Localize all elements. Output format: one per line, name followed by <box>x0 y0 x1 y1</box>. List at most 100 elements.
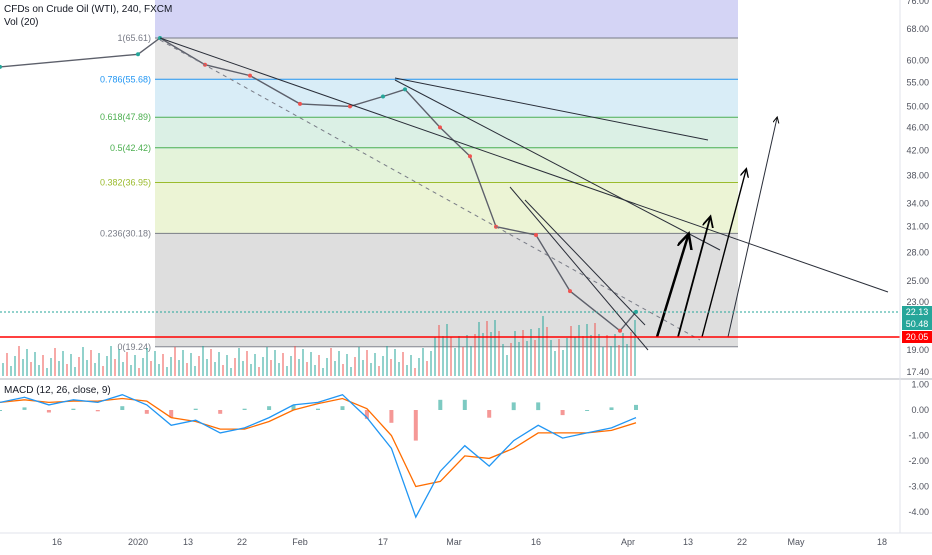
price-axis[interactable]: 76.00 68.00 60.00 55.00 50.00 46.00 42.00 38.00… <box>899 0 929 533</box>
volume-bar <box>90 350 92 376</box>
volume-bar <box>346 354 348 376</box>
volume-bar <box>302 349 304 376</box>
volume-legend[interactable]: Vol (20) <box>4 17 39 28</box>
time-axis[interactable]: 16 2020 13 22 Feb 17 Mar 16 Apr 13 22 May 18 <box>52 537 887 547</box>
volume-bar <box>574 337 576 376</box>
macd-tick-label: 0.00 <box>911 405 929 415</box>
volume-bar <box>294 346 296 376</box>
volume-bar <box>214 362 216 376</box>
volume-bar <box>158 364 160 376</box>
trendline-dashed <box>159 39 701 341</box>
fib-zone-05-0382 <box>155 149 738 183</box>
macd-histogram-bar <box>71 408 76 410</box>
volume-bar <box>266 347 268 376</box>
volume-bar <box>582 336 584 376</box>
time-tick-label: 16 <box>52 537 62 547</box>
price-series[interactable] <box>0 36 638 333</box>
volume-bar <box>334 361 336 376</box>
volume-bar <box>330 348 332 376</box>
volume-bar <box>258 367 260 376</box>
volume-bar <box>442 336 444 376</box>
volume-bar <box>414 368 416 376</box>
volume-bar <box>314 365 316 376</box>
volume-bar <box>246 351 248 376</box>
price-badge <box>902 318 932 330</box>
volume-bar <box>170 357 172 376</box>
volume-bar <box>2 363 4 376</box>
volume-bar <box>242 361 244 376</box>
volume-bar <box>546 327 548 376</box>
price-badge-label: 22.13 <box>906 307 929 317</box>
projection-arrows[interactable] <box>655 118 777 338</box>
trendline-drawings[interactable] <box>159 37 889 351</box>
volume-bar <box>386 346 388 376</box>
volume-bar <box>262 357 264 376</box>
volume-bar <box>382 356 384 376</box>
volume-bar <box>10 366 12 376</box>
volume-bar <box>150 361 152 376</box>
volume-bar <box>134 355 136 376</box>
volume-bar <box>54 348 56 376</box>
trendline-long-down <box>159 37 889 293</box>
volume-bar <box>534 340 536 376</box>
time-tick-label: 13 <box>183 537 193 547</box>
volume-bar <box>394 349 396 376</box>
macd-line <box>0 393 637 519</box>
time-tick-label: 22 <box>237 537 247 547</box>
volume-bar <box>578 325 580 376</box>
macd-histogram-bar <box>169 410 174 418</box>
macd-tick-label: -1.00 <box>908 431 929 441</box>
symbol-legend[interactable]: CFDs on Crude Oil (WTI), 240, FXCM <box>4 4 173 15</box>
volume-bar <box>70 354 72 376</box>
fib-level-label: 0.618(47.89) <box>100 112 151 122</box>
macd-histogram-bar <box>609 407 614 410</box>
price-point <box>403 87 407 92</box>
volume-bar <box>82 347 84 376</box>
volume-bar <box>590 335 592 376</box>
fib-level-label: 0.236(30.18) <box>100 228 151 238</box>
volume-bar <box>366 350 368 376</box>
volume-bar <box>218 352 220 376</box>
volume-bar <box>230 368 232 376</box>
macd-histogram-bar <box>585 410 590 411</box>
price-point <box>618 328 622 333</box>
macd-histogram-bar <box>462 399 467 410</box>
volume-bar <box>326 358 328 376</box>
volume-bar <box>146 348 148 376</box>
macd-legend[interactable]: MACD (12, 26, close, 9) <box>4 385 111 396</box>
fibonacci-retracement[interactable] <box>155 0 738 346</box>
volume-bar <box>562 350 564 376</box>
time-tick-label: 17 <box>378 537 388 547</box>
macd-tick-label: 1.00 <box>911 380 929 390</box>
macd-tick-label: -2.00 <box>908 456 929 466</box>
price-point <box>298 101 302 106</box>
volume-bar <box>342 364 344 376</box>
volume-bar <box>94 363 96 376</box>
price-point <box>438 125 442 130</box>
trendline-wedge-lower <box>524 199 646 326</box>
volume-bar <box>438 325 440 376</box>
price-tick-label: 38.00 <box>906 171 929 181</box>
macd-indicator[interactable] <box>0 393 638 519</box>
volume-bar <box>422 348 424 376</box>
price-point <box>0 64 2 69</box>
volume-bar <box>430 351 432 376</box>
volume-bar <box>362 360 364 376</box>
volume-bar <box>306 362 308 376</box>
time-tick-label: 2020 <box>128 537 148 547</box>
volume-bar <box>602 347 604 376</box>
price-badge <box>902 306 932 318</box>
fib-zone-0786-0618 <box>155 80 738 118</box>
price-tick-label: 19.00 <box>906 345 929 355</box>
volume-bar <box>154 351 156 376</box>
volume-bar <box>566 338 568 376</box>
volume-bar <box>58 361 60 376</box>
volume-bar <box>66 364 68 376</box>
macd-histogram-bar <box>22 407 27 410</box>
price-tick-label: 60.00 <box>906 56 929 66</box>
price-line <box>0 37 637 332</box>
volume-bar <box>118 349 120 376</box>
macd-axis[interactable]: 1.00 0.00 -1.00 -2.00 -3.00 -4.00 <box>908 380 929 518</box>
